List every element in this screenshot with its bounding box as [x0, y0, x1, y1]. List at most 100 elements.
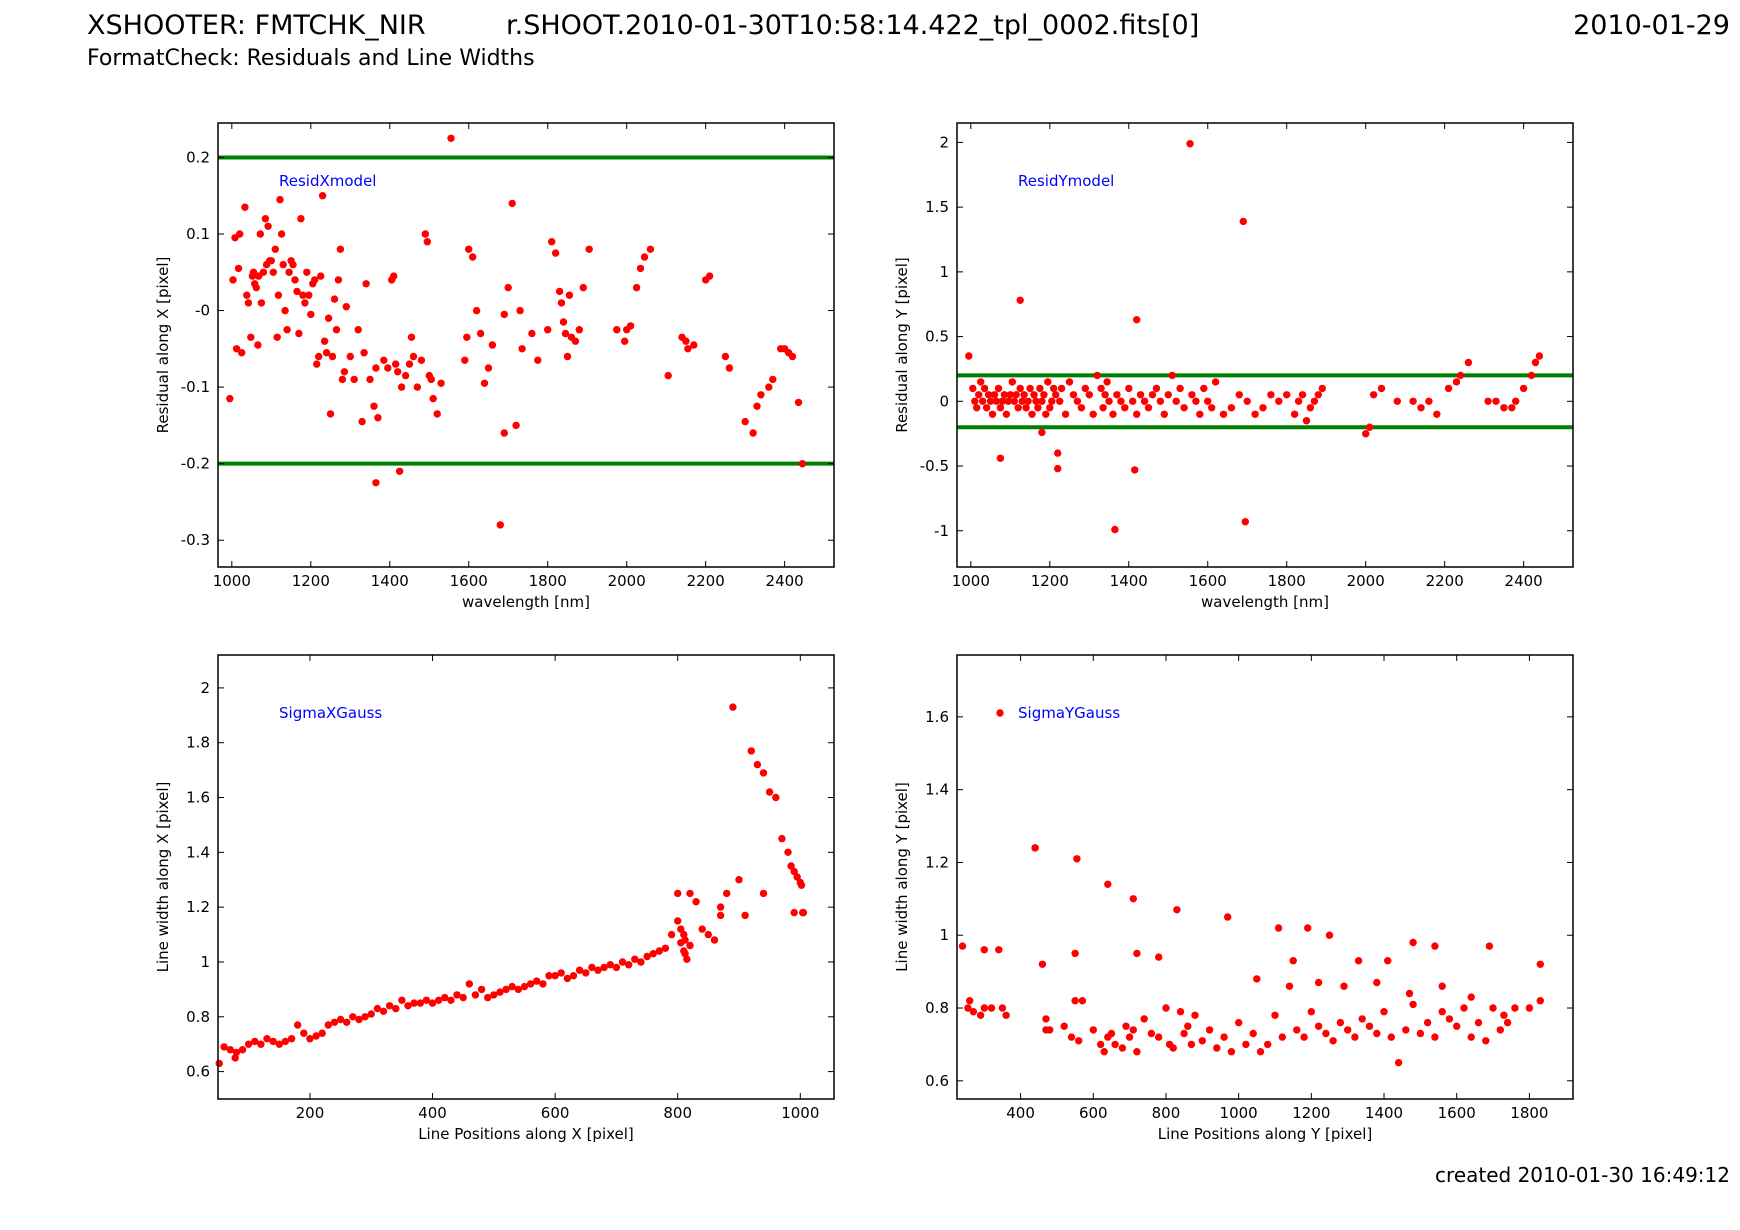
data-point [1012, 391, 1020, 399]
data-point [252, 283, 260, 292]
x-tick-label: 600 [541, 1104, 570, 1122]
data-point [1285, 982, 1294, 990]
data-point [606, 961, 614, 969]
data-point [1416, 1029, 1425, 1038]
data-point [1380, 1008, 1388, 1016]
x-tick-label: 800 [1152, 1104, 1181, 1122]
data-point [1184, 1022, 1192, 1030]
data-point [330, 1018, 339, 1026]
y-tick-label: 0.8 [186, 1008, 210, 1026]
data-point [410, 999, 418, 1007]
data-point [285, 268, 293, 276]
data-point [976, 1011, 985, 1019]
data-point [1016, 296, 1024, 304]
y-tick-label: -0.3 [181, 531, 210, 549]
data-point [716, 903, 725, 911]
data-point [413, 383, 422, 391]
x-tick-label: 1000 [952, 572, 990, 590]
y-tick-label: 1.8 [186, 734, 210, 752]
data-point [336, 1015, 345, 1024]
data-point [1294, 397, 1303, 405]
data-point [971, 397, 979, 405]
data-point [632, 283, 641, 292]
data-point [1387, 1033, 1396, 1041]
data-point [1103, 378, 1111, 386]
chart-panel-3: 200 400 600 800 1000 2 1.8 1.6 1.4 1.2 1 0.8 0.6 Line… [154, 654, 835, 1143]
data-point [289, 260, 297, 269]
x-axis-label: wavelength [nm] [462, 593, 590, 611]
data-point [447, 134, 455, 142]
data-point [1172, 397, 1180, 405]
report-title: XSHOOTER: FMTCHK_NIR [87, 10, 426, 41]
data-point [559, 318, 568, 326]
data-point [1344, 1026, 1352, 1034]
file-name: r.SHOOT.2010-01-30T10:58:14.422_tpl_0002… [506, 10, 1200, 41]
data-point [360, 349, 368, 357]
report-subtitle: FormatCheck: Residuals and Line Widths [87, 46, 535, 71]
data-point [569, 972, 578, 980]
data-point [1298, 391, 1307, 399]
data-point [1191, 1011, 1199, 1019]
data-point [1016, 384, 1024, 393]
data-point [465, 245, 473, 253]
data-point [528, 329, 536, 338]
data-point [392, 1004, 400, 1013]
data-point [1452, 378, 1461, 386]
data-point [1314, 1022, 1323, 1030]
data-point [274, 291, 283, 299]
data-point [372, 364, 380, 372]
data-point [643, 952, 651, 961]
data-point [1173, 906, 1181, 914]
data-point [1133, 949, 1141, 958]
data-point [1525, 1004, 1534, 1012]
data-point [1052, 391, 1060, 399]
panel-annotation: ResidYmodel [1018, 172, 1114, 190]
y-tick-label: 2 [200, 679, 210, 697]
data-point [1089, 1026, 1098, 1034]
x-tick-label: 1200 [1031, 572, 1069, 590]
data-point [1264, 1040, 1272, 1049]
data-point [965, 352, 973, 360]
x-axis-label: Line Positions along X [pixel] [418, 1125, 634, 1143]
data-point [1122, 1022, 1130, 1030]
x-tick-label: 2200 [687, 572, 725, 590]
data-point [1336, 1018, 1345, 1027]
x-tick-label: 1400 [1365, 1104, 1403, 1122]
data-point [1307, 1008, 1316, 1016]
data-point [1456, 371, 1465, 380]
x-tick-label: 2000 [1347, 572, 1385, 590]
data-point [1038, 397, 1046, 405]
data-point [1208, 404, 1216, 412]
data-point [1105, 397, 1113, 405]
data-point [349, 1013, 357, 1021]
data-point [1377, 384, 1386, 393]
data-point [1485, 942, 1494, 950]
data-point [980, 384, 989, 393]
data-point [257, 299, 266, 307]
data-point [1453, 1022, 1461, 1030]
data-point [1188, 391, 1196, 399]
data-point [1107, 1029, 1116, 1038]
created-timestamp: created 2010-01-30 16:49:12 [1435, 1163, 1730, 1187]
data-point [646, 245, 655, 253]
chart-panel-1: 1000 1200 1400 1600 1800 2000 2200 2400 0.2 0.1 -0… [154, 122, 835, 611]
data-point [790, 908, 798, 917]
data-point [354, 326, 362, 334]
data-point [281, 306, 289, 315]
data-point [518, 345, 526, 353]
data-point [686, 889, 694, 898]
data-point [674, 889, 682, 898]
data-point [1152, 384, 1161, 393]
data-point [600, 963, 608, 972]
data-point [279, 260, 287, 269]
data-point [1536, 960, 1545, 968]
data-point [1192, 397, 1200, 405]
data-point [612, 963, 621, 972]
data-point [1125, 384, 1133, 393]
data-point [318, 192, 327, 200]
data-point [1351, 1033, 1359, 1041]
data-point [366, 375, 374, 384]
data-point [1147, 1029, 1156, 1038]
x-tick-label: 1200 [292, 572, 330, 590]
data-point [336, 245, 345, 253]
